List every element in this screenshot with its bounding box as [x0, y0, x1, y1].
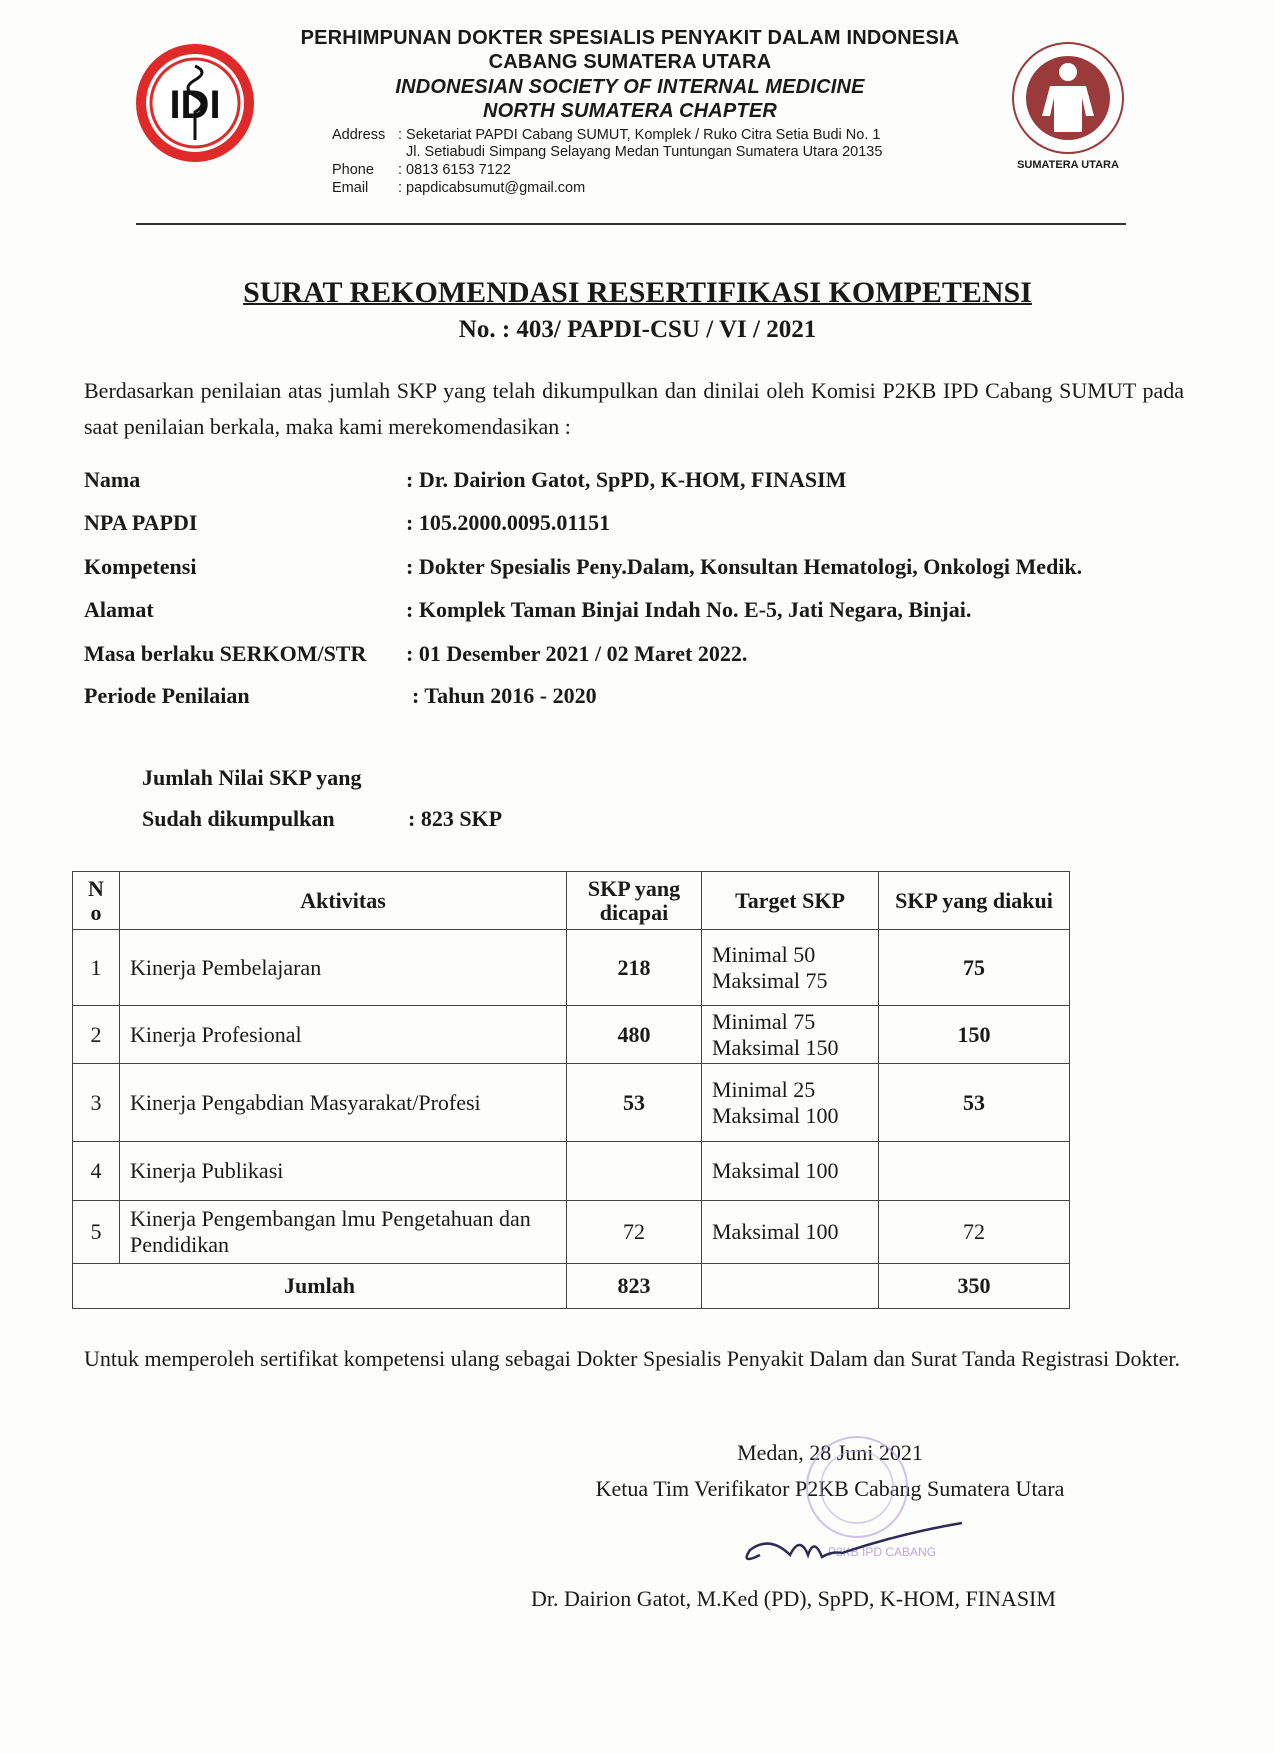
email-line: Email : papdicabsumut@gmail.com [332, 180, 585, 196]
phone-label: Phone [332, 162, 374, 178]
document-number: No. : 403/ PAPDI-CSU / VI / 2021 [458, 316, 817, 343]
cell-no: 3 [72, 1063, 120, 1142]
field-label-nama: Nama [84, 467, 141, 492]
phone-value: : 0813 6153 7122 [398, 162, 511, 178]
skp-total-value: : 823 SKP [408, 806, 503, 831]
skp-total-label-1: Jumlah Nilai SKP yang [142, 765, 362, 790]
cell-recognized: 53 [878, 1063, 1070, 1142]
document-title-text: SURAT REKOMENDASI RESERTIFIKASI KOMPETEN… [243, 276, 1032, 309]
cell-recognized: 150 [878, 1005, 1070, 1064]
address-line: Address : Seketariat PAPDI Cabang SUMUT, … [332, 127, 880, 143]
org-name-english: INDONESIAN SOCIETY OF INTERNAL MEDICINE [395, 76, 865, 98]
signature-scribble [720, 1515, 970, 1575]
document-title: SURAT REKOMENDASI RESERTIFIKASI KOMPETEN… [0, 276, 1275, 310]
field-label-npa: NPA PAPDI [84, 510, 198, 535]
table-row: 2 Kinerja Profesional 480 Minimal 75 Maks… [72, 1005, 1070, 1064]
header-aktivitas: Aktivitas [119, 871, 567, 930]
signer-position: Ketua Tim Verifikator P2KB Cabang Sumate… [595, 1476, 1065, 1501]
total-achieved: 823 [566, 1263, 702, 1309]
target-min: Minimal 50 [712, 941, 816, 967]
cell-no: 2 [72, 1005, 120, 1064]
org-chapter-english: NORTH SUMATERA CHAPTER [482, 100, 778, 122]
cell-target: Maksimal 100 [701, 1141, 879, 1201]
closing-paragraph: Untuk memperoleh sertifikat kompetensi u… [84, 1346, 1180, 1371]
field-label-periode: Periode Penilaian [84, 683, 250, 708]
left-logo: IDI [136, 44, 254, 162]
cell-target: Minimal 75 Maksimal 150 [701, 1005, 879, 1064]
table-total-row: Jumlah 823 350 [72, 1263, 1070, 1309]
table-row: 3 Kinerja Pengabdian Masyarakat/Profesi … [72, 1063, 1070, 1142]
cell-achieved: 218 [566, 929, 702, 1006]
cell-activity: Kinerja Pengabdian Masyarakat/Profesi [119, 1063, 567, 1142]
org-name: PERHIMPUNAN DOKTER SPESIALIS PENYAKIT DA… [300, 27, 960, 49]
field-label-kompetensi: Kompetensi [84, 554, 197, 579]
table-header-row: N o Aktivitas SKP yang dicapai Target SK… [72, 871, 1070, 930]
field-value-npa: : 105.2000.0095.01151 [406, 510, 611, 535]
cell-recognized: 72 [878, 1200, 1070, 1264]
cell-activity: Kinerja Publikasi [119, 1141, 567, 1201]
cell-activity: Kinerja Pengembangan lmu Pengetahuan dan… [119, 1200, 567, 1264]
address-value-2: Jl. Setiabudi Simpang Selayang Medan Tun… [406, 144, 883, 160]
cell-no: 1 [72, 929, 120, 1006]
cell-target: Maksimal 100 [701, 1200, 879, 1264]
right-logo [1010, 40, 1126, 156]
cell-achieved: 53 [566, 1063, 702, 1142]
table-row: 4 Kinerja Publikasi Maksimal 100 [72, 1141, 1070, 1201]
total-label: Jumlah [72, 1263, 567, 1309]
target-max: Maksimal 75 [712, 967, 828, 993]
intro-paragraph: Berdasarkan penilaian atas jumlah SKP ya… [84, 378, 1184, 439]
right-logo-caption: SUMATERA UTARA [1017, 159, 1119, 171]
email-value: : papdicabsumut@gmail.com [398, 180, 586, 196]
total-recognized: 350 [878, 1263, 1070, 1309]
field-label-alamat: Alamat [84, 597, 154, 622]
address-label: Address [332, 127, 386, 143]
header-target: Target SKP [701, 871, 879, 930]
table-row: 5 Kinerja Pengembangan lmu Pengetahuan d… [72, 1200, 1070, 1264]
cell-achieved [566, 1141, 702, 1201]
cell-target: Minimal 25 Maksimal 100 [701, 1063, 879, 1142]
cell-recognized: 75 [878, 929, 1070, 1006]
signer-name: Dr. Dairion Gatot, M.Ked (PD), SpPD, K-H… [531, 1586, 1056, 1611]
address-value-1: : Seketariat PAPDI Cabang SUMUT, Komplek… [398, 127, 881, 143]
cell-no: 4 [72, 1141, 120, 1201]
field-value-periode: : Tahun 2016 - 2020 [412, 683, 597, 708]
header-skp-dicapai: SKP yang dicapai [566, 871, 702, 930]
header-divider [136, 223, 1126, 225]
cell-achieved: 480 [566, 1005, 702, 1064]
target-max: Maksimal 100 [712, 1102, 839, 1128]
target-min: Minimal 25 [712, 1076, 816, 1102]
header-no: N o [72, 871, 120, 930]
cell-activity: Kinerja Profesional [119, 1005, 567, 1064]
total-target [701, 1263, 879, 1309]
field-value-nama: : Dr. Dairion Gatot, SpPD, K-HOM, FINASI… [406, 467, 847, 492]
field-label-masa-berlaku: Masa berlaku SERKOM/STR [84, 641, 367, 666]
cell-achieved: 72 [566, 1200, 702, 1264]
phone-line: Phone : 0813 6153 7122 [332, 162, 511, 178]
cell-no: 5 [72, 1200, 120, 1264]
cell-recognized [878, 1141, 1070, 1201]
cell-target: Minimal 50 Maksimal 75 [701, 929, 879, 1006]
field-value-masa-berlaku: : 01 Desember 2021 / 02 Maret 2022. [406, 641, 748, 666]
skp-table: N o Aktivitas SKP yang dicapai Target SK… [72, 871, 1070, 1309]
org-branch: CABANG SUMATERA UTARA [488, 51, 772, 73]
skp-total-label-2: Sudah dikumpulkan [142, 806, 335, 831]
table-row: 1 Kinerja Pembelajaran 218 Minimal 50 Mak… [72, 929, 1070, 1006]
target-max: Maksimal 150 [712, 1034, 839, 1060]
field-value-alamat: : Komplek Taman Binjai Indah No. E-5, Ja… [406, 597, 972, 622]
email-label: Email [332, 180, 369, 196]
field-value-kompetensi: : Dokter Spesialis Peny.Dalam, Konsultan… [406, 554, 1083, 579]
header-skp-diakui: SKP yang diakui [878, 871, 1070, 930]
official-stamp [800, 1430, 915, 1545]
target-min: Minimal 75 [712, 1008, 816, 1034]
cell-activity: Kinerja Pembelajaran [119, 929, 567, 1006]
